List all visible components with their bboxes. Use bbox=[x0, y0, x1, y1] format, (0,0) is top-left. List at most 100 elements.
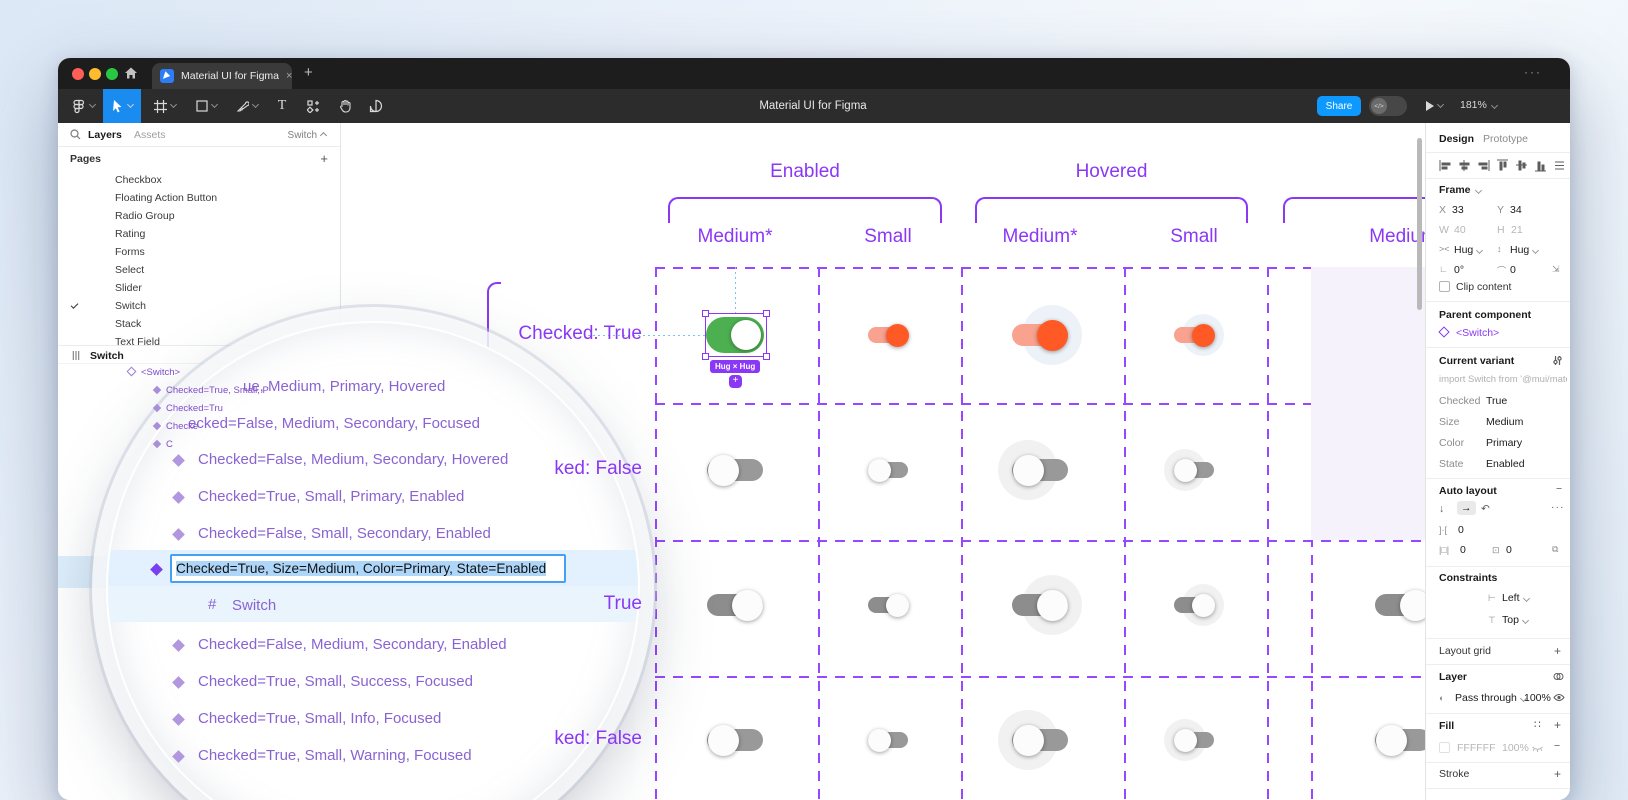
layer-row[interactable]: Checked=True, Small, P bbox=[152, 385, 269, 396]
switch-thumb[interactable] bbox=[707, 454, 739, 486]
individual-padding-icon[interactable]: ⧉ bbox=[1552, 544, 1559, 554]
sidebar-page-switch[interactable]: Switch bbox=[58, 297, 340, 315]
switch-thumb[interactable] bbox=[1191, 323, 1215, 347]
variant-prop-value[interactable]: Medium bbox=[1486, 416, 1524, 428]
sidebar-page-slider[interactable]: Slider bbox=[58, 279, 340, 297]
layer-row[interactable]: C bbox=[152, 439, 173, 450]
selection-handle-se[interactable] bbox=[763, 353, 770, 360]
layer-row[interactable]: Checked=False, Small, Secondary, Enabled bbox=[108, 517, 638, 551]
layer-row[interactable]: ecked=False, Medium, Secondary, Focused bbox=[108, 407, 638, 441]
constraint-h-value[interactable]: Left bbox=[1502, 592, 1530, 604]
file-tab[interactable]: Material UI for Figma × bbox=[152, 63, 292, 89]
align-left-icon[interactable] bbox=[1439, 159, 1452, 172]
current-page-row[interactable]: Switch bbox=[58, 345, 340, 364]
pen-tool-button[interactable] bbox=[232, 89, 262, 123]
fill-opacity-value[interactable]: 100% bbox=[1502, 742, 1529, 754]
sidebar-page-stack[interactable]: Stack bbox=[58, 315, 340, 333]
new-tab-button[interactable]: + bbox=[304, 64, 313, 81]
close-tab-icon[interactable]: × bbox=[286, 70, 293, 82]
switch-thumb[interactable] bbox=[1173, 458, 1197, 482]
x-value[interactable]: 33 bbox=[1452, 204, 1464, 216]
tab-layers[interactable]: Layers bbox=[88, 129, 122, 141]
zoom-level[interactable]: 181% bbox=[1460, 99, 1498, 111]
align-top-icon[interactable] bbox=[1496, 159, 1509, 172]
switch-thumb[interactable] bbox=[1191, 593, 1215, 617]
sidebar-page-floating-action-button[interactable]: Floating Action Button bbox=[58, 189, 340, 207]
layer-visibility-eye-icon[interactable] bbox=[1553, 693, 1565, 702]
v-resize-value[interactable]: Hug bbox=[1510, 244, 1540, 256]
auto-layout-wrap-icon[interactable]: ↶ bbox=[1481, 503, 1490, 515]
align-bottom-icon[interactable] bbox=[1534, 159, 1547, 172]
minimize-window-button[interactable] bbox=[89, 68, 101, 80]
variant-prop-value[interactable]: Enabled bbox=[1486, 458, 1525, 470]
layer-row[interactable]: Checked=False, Medium, Secondary, Hovere… bbox=[108, 443, 638, 477]
w-value[interactable]: 40 bbox=[1454, 224, 1466, 236]
switch-thumb[interactable] bbox=[731, 320, 761, 350]
selection-handle-ne[interactable] bbox=[763, 310, 770, 317]
constraint-v-value[interactable]: Top bbox=[1502, 614, 1529, 626]
variant-prop-value[interactable]: True bbox=[1486, 395, 1508, 407]
present-button[interactable] bbox=[1420, 89, 1448, 123]
fill-color-swatch[interactable] bbox=[1439, 742, 1450, 753]
selection-handle-sw[interactable] bbox=[702, 353, 709, 360]
layer-name-input[interactable]: Checked=True, Size=Medium, Color=Primary… bbox=[170, 554, 566, 583]
close-window-button[interactable] bbox=[72, 68, 84, 80]
canvas-scrollbar[interactable] bbox=[1417, 138, 1422, 310]
switch-thumb[interactable] bbox=[1173, 728, 1197, 752]
switch-thumb[interactable] bbox=[867, 728, 891, 752]
move-tool-button[interactable] bbox=[103, 89, 141, 123]
clip-content-checkbox[interactable] bbox=[1439, 281, 1450, 292]
layer-row[interactable]: Checke bbox=[152, 421, 198, 432]
selection-handle-nw[interactable] bbox=[702, 310, 709, 317]
variant-settings-icon[interactable] bbox=[1552, 355, 1563, 366]
maximize-window-button[interactable] bbox=[106, 68, 118, 80]
add-stroke-button[interactable]: + bbox=[1554, 767, 1562, 781]
tab-design[interactable]: Design bbox=[1439, 133, 1475, 145]
fill-hidden-eye-icon[interactable] bbox=[1531, 744, 1544, 753]
align-h-center-icon[interactable] bbox=[1458, 159, 1471, 172]
share-button[interactable]: Share bbox=[1317, 96, 1361, 116]
padding-v-value[interactable]: 0 bbox=[1506, 544, 1512, 556]
layer-row[interactable]: Checked=True, Small, Warning, Focused bbox=[108, 739, 638, 773]
auto-layout-horizontal-icon[interactable]: → bbox=[1457, 501, 1476, 515]
parent-component-name[interactable]: <Switch> bbox=[1456, 327, 1500, 339]
blend-mode-icon[interactable] bbox=[1553, 671, 1564, 682]
comment-tool-button[interactable] bbox=[364, 89, 388, 123]
h-resize-value[interactable]: Hug bbox=[1454, 244, 1484, 256]
frame-section-header[interactable]: Frame bbox=[1439, 184, 1482, 196]
layer-rename-row[interactable]: Checked=True, Size=Medium, Color=Primary… bbox=[108, 552, 638, 586]
corner-radius-value[interactable]: 0 bbox=[1510, 264, 1516, 276]
home-icon[interactable] bbox=[124, 66, 138, 80]
dev-mode-toggle[interactable]: </> bbox=[1369, 96, 1407, 116]
text-tool-button[interactable]: T bbox=[277, 98, 287, 113]
align-v-center-icon[interactable] bbox=[1515, 159, 1528, 172]
layer-row[interactable]: Checked=Tru bbox=[152, 403, 223, 414]
switch-thumb[interactable] bbox=[885, 593, 909, 617]
page-selector[interactable]: Switch bbox=[288, 129, 328, 141]
layer-opacity-value[interactable]: 100% bbox=[1524, 692, 1551, 704]
shape-tool-button[interactable] bbox=[191, 89, 221, 123]
frame-tool-button[interactable] bbox=[150, 89, 180, 123]
layer-row[interactable]: ue, Medium, Primary, Hovered bbox=[108, 370, 638, 404]
layer-row[interactable]: <Switch> bbox=[126, 366, 180, 378]
sidebar-page-checkbox[interactable]: Checkbox bbox=[58, 171, 340, 189]
add-fill-button[interactable]: + bbox=[1554, 718, 1562, 732]
switch-thumb[interactable] bbox=[1036, 589, 1068, 621]
child-layer-row[interactable]: # Switch bbox=[108, 589, 638, 623]
layer-row[interactable]: Checked=True, Small, Primary, Enabled bbox=[108, 480, 638, 514]
selection-bounding-box[interactable] bbox=[705, 313, 767, 357]
sidebar-page-rating[interactable]: Rating bbox=[58, 225, 340, 243]
tab-prototype[interactable]: Prototype bbox=[1483, 133, 1528, 145]
align-right-icon[interactable] bbox=[1477, 159, 1490, 172]
padding-h-value[interactable]: 0 bbox=[1460, 544, 1466, 556]
y-value[interactable]: 34 bbox=[1510, 204, 1522, 216]
add-page-button[interactable]: + bbox=[320, 151, 328, 166]
h-value[interactable]: 21 bbox=[1511, 224, 1523, 236]
switch-thumb[interactable] bbox=[867, 458, 891, 482]
auto-layout-vertical-icon[interactable]: ↓ bbox=[1439, 503, 1445, 515]
rotation-value[interactable]: 0° bbox=[1454, 264, 1465, 276]
search-icon[interactable] bbox=[70, 129, 81, 140]
hand-tool-button[interactable] bbox=[333, 89, 357, 123]
layer-row[interactable]: Checked=True, Small, Info, Focused bbox=[108, 702, 638, 736]
tab-assets[interactable]: Assets bbox=[134, 129, 166, 141]
